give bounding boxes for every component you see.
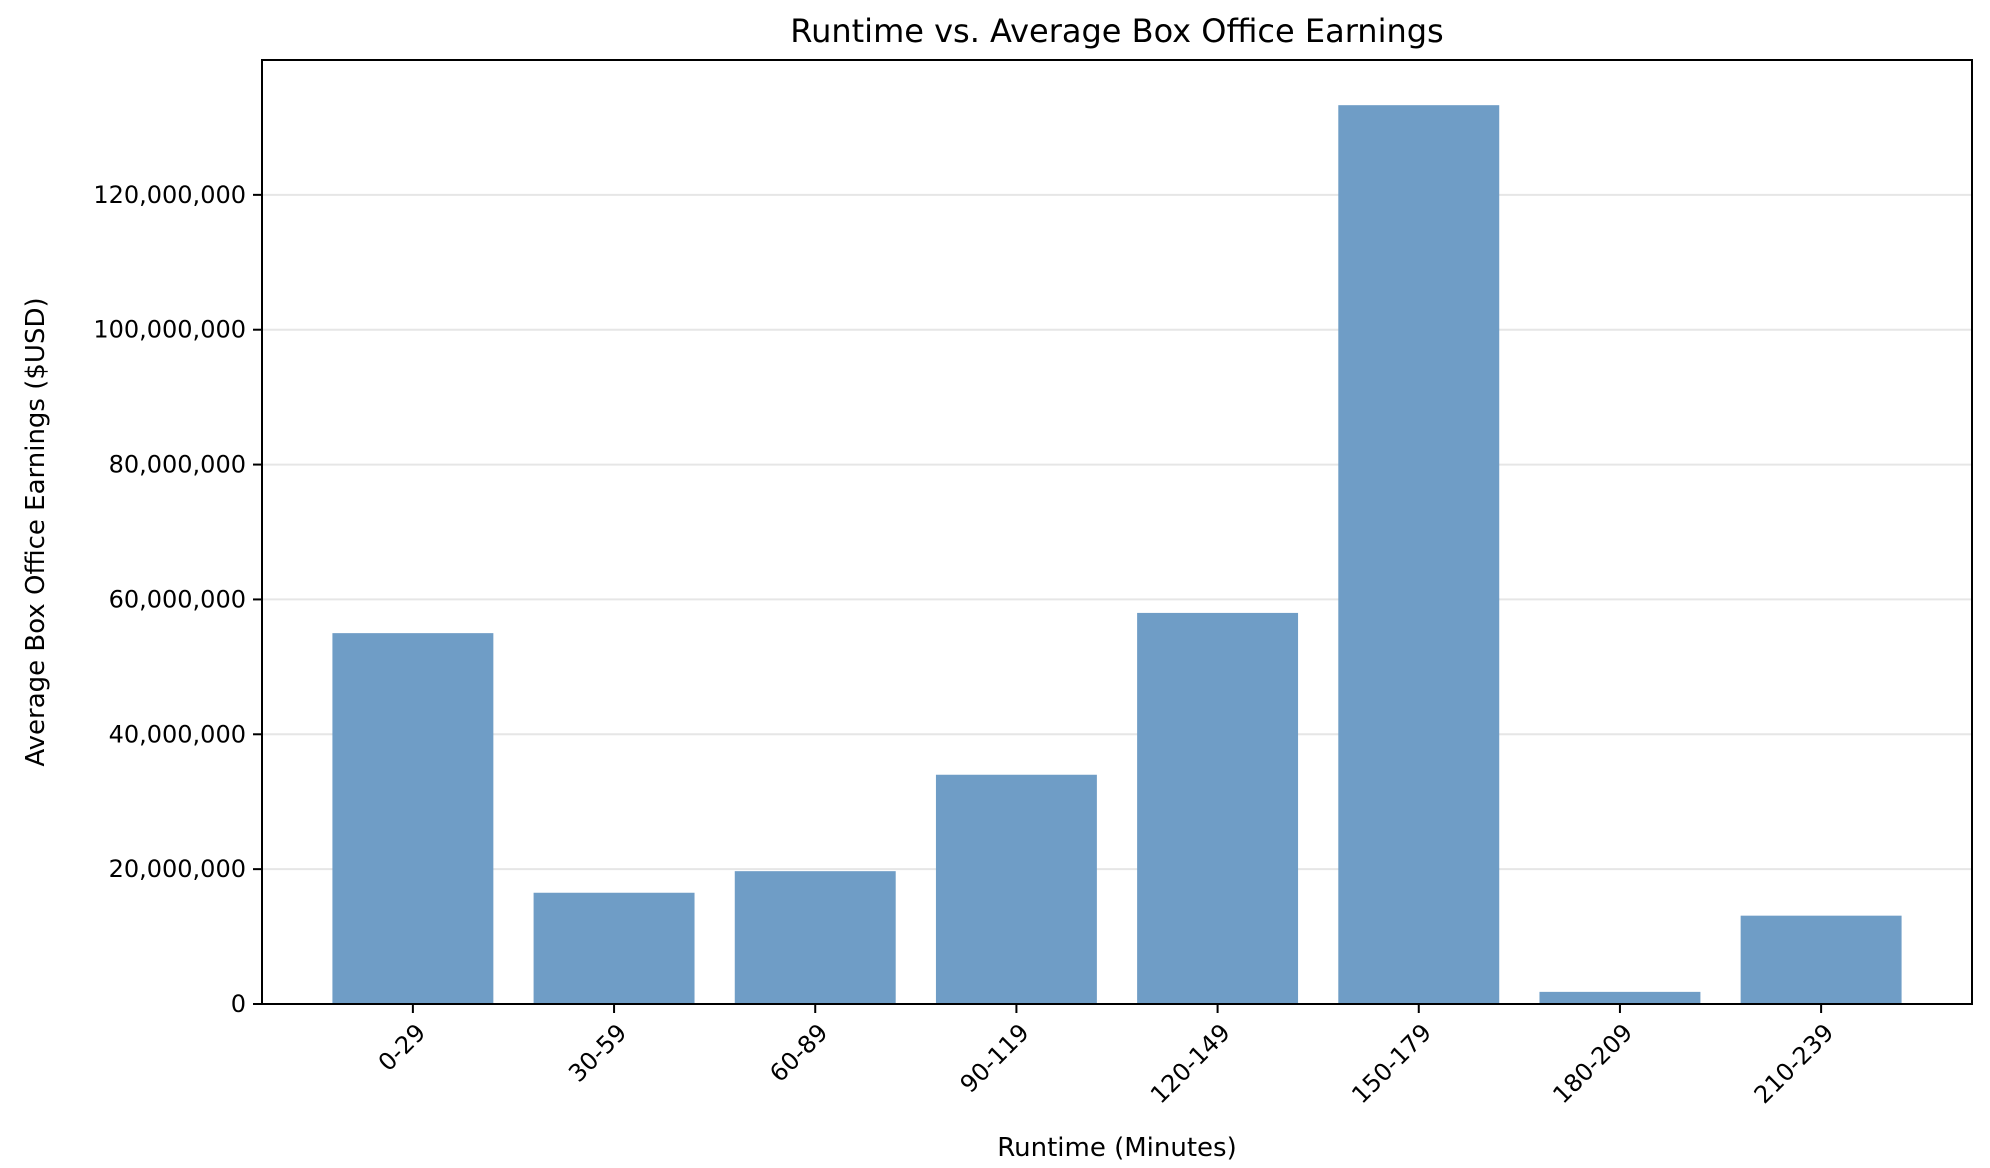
chart-title: Runtime vs. Average Box Office Earnings: [790, 12, 1443, 50]
y-axis-label: Average Box Office Earnings ($USD): [21, 297, 51, 766]
x-tick-label: 90-119: [955, 1018, 1035, 1098]
y-tick-label: 0: [231, 990, 246, 1018]
y-tick-label: 20,000,000: [109, 855, 246, 883]
x-tick-label: 60-89: [764, 1018, 833, 1087]
x-tick-label: 120-149: [1145, 1018, 1236, 1109]
bars: [332, 105, 1902, 1005]
x-tick-label: 210-239: [1749, 1018, 1840, 1109]
bar-150-179: [1338, 105, 1500, 1005]
x-tick-label: 30-59: [563, 1018, 632, 1087]
y-tick-label: 120,000,000: [93, 181, 246, 209]
x-axis-label: Runtime (Minutes): [997, 1133, 1237, 1163]
bar-120-149: [1137, 612, 1299, 1004]
y-tick-label: 80,000,000: [109, 451, 246, 479]
bar-60-89: [734, 871, 896, 1004]
y-tick-label: 100,000,000: [93, 316, 246, 344]
x-tick-label: 150-179: [1346, 1018, 1437, 1109]
bar-90-119: [935, 774, 1097, 1004]
bar-0-29: [332, 633, 494, 1004]
gridlines: [262, 193, 1972, 871]
plot-frame: [261, 59, 1973, 1005]
y-axis-ticks: 0 20,000,000 40,000,000 60,000,000 80,000,00…: [93, 181, 262, 1018]
bar-210-239: [1740, 915, 1902, 1004]
x-axis-ticks: 0-29 30-59 60-89 90-119 120-149 150-179 180-20…: [373, 1004, 1840, 1109]
bar-30-59: [533, 892, 695, 1004]
y-tick-label: 60,000,000: [109, 585, 246, 613]
y-tick-label: 40,000,000: [109, 720, 246, 748]
x-tick-label: 180-209: [1547, 1018, 1638, 1109]
bar-180-209: [1539, 991, 1701, 1004]
x-tick-label: 0-29: [373, 1018, 431, 1076]
